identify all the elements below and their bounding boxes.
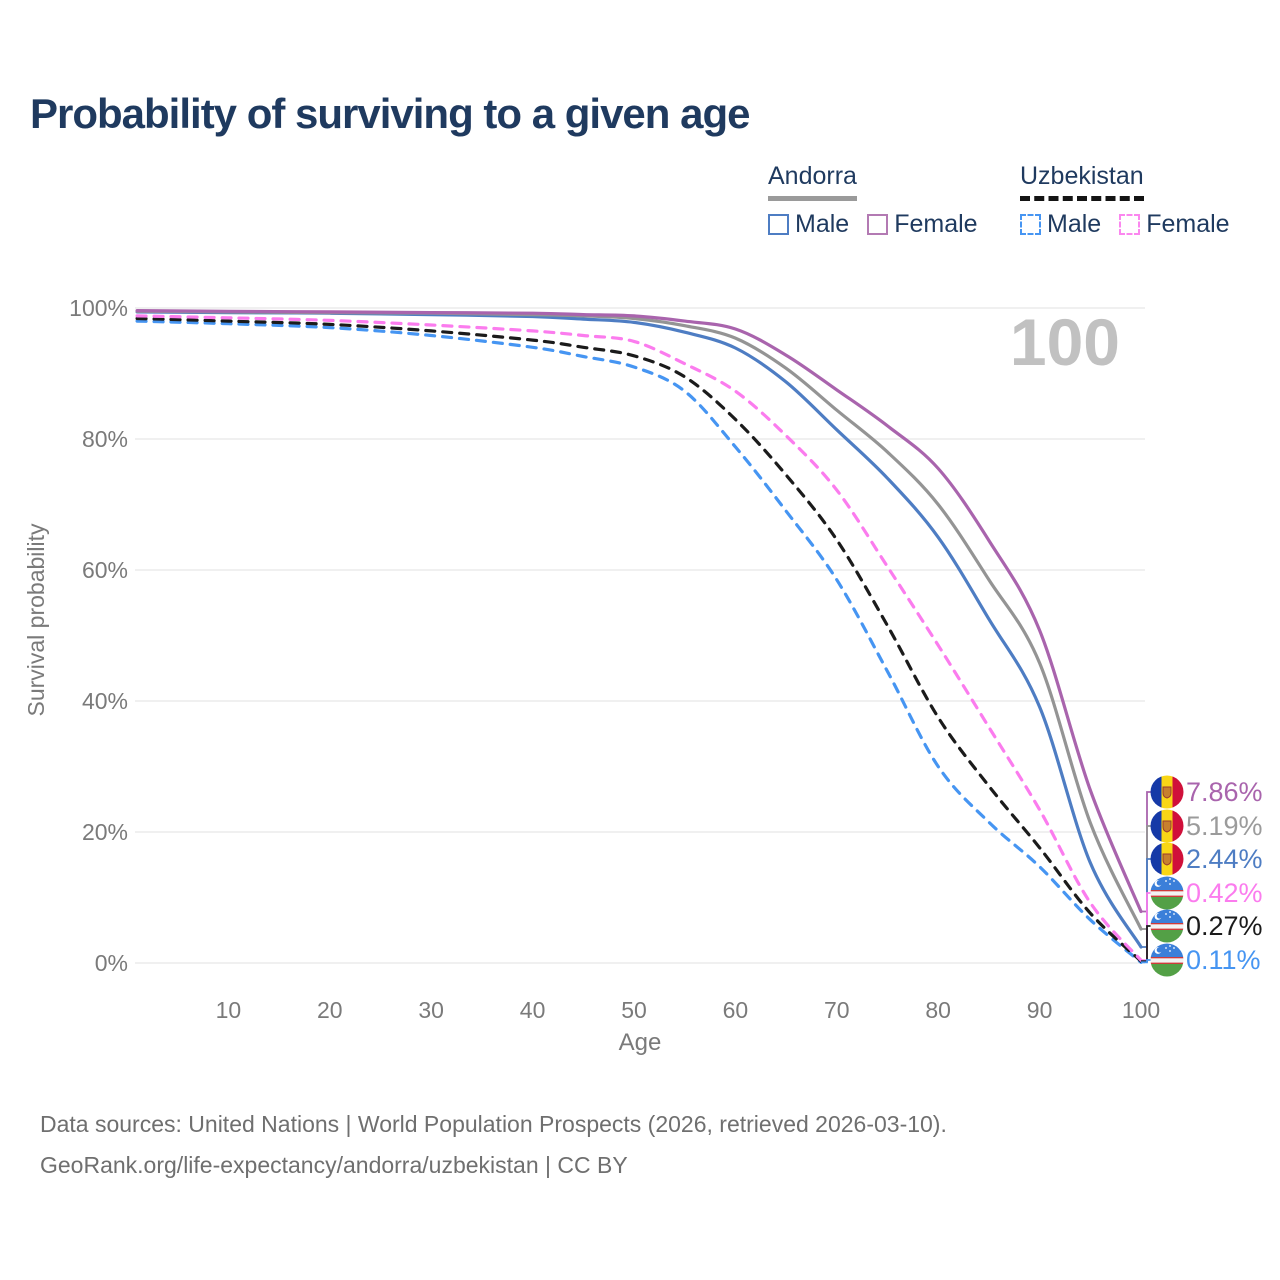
y-axis-tick-label: 20% — [82, 819, 128, 845]
legend-item-andorra-female[interactable]: Female — [867, 210, 978, 239]
series-line-uzbekistan-male — [135, 319, 1143, 964]
page-title: Probability of surviving to a given age — [30, 90, 750, 137]
series-line-uzbekistan-female — [135, 314, 1143, 962]
x-axis-tick-label: 20 — [317, 997, 343, 1023]
legend: Andorra Male Female Uzbekistan Male — [0, 162, 1280, 252]
uzbekistan-female-swatch-icon — [1119, 214, 1141, 235]
legend-item-label: Male — [1047, 210, 1102, 238]
x-axis-tick-label: 60 — [723, 997, 749, 1023]
legend-item-label: Female — [1146, 210, 1230, 238]
legend-item-uzbekistan-male[interactable]: Male — [1020, 210, 1101, 239]
legend-country-uzbekistan[interactable]: Uzbekistan — [1020, 162, 1144, 201]
x-axis-tick-label: 90 — [1027, 997, 1053, 1023]
legend-row-uzbekistan: Male Female — [1020, 210, 1248, 239]
legend-item-label: Female — [894, 210, 978, 238]
andorra-male-swatch-icon — [768, 214, 789, 235]
uzbekistan-flag-icon — [1150, 943, 1184, 977]
legend-group-uzbekistan: Uzbekistan Male Female — [1020, 162, 1248, 239]
x-axis-tick-label: 100 — [1122, 997, 1160, 1023]
end-value-label: 5.19% — [1186, 811, 1263, 841]
y-axis-tick-label: 60% — [82, 557, 128, 583]
series-line-andorra-female — [135, 309, 1143, 914]
andorra-female-swatch-icon — [867, 214, 889, 235]
hover-age-watermark: 100 — [1010, 305, 1120, 379]
x-axis-tick-label: 40 — [520, 997, 546, 1023]
uzbekistan-flag-icon — [1150, 876, 1184, 910]
x-axis-tick-label: 50 — [621, 997, 647, 1023]
y-axis-tick-label: 100% — [69, 295, 128, 321]
legend-item-andorra-male[interactable]: Male — [768, 210, 849, 239]
x-axis-tick-label: 30 — [418, 997, 444, 1023]
end-label-leader-line — [1141, 959, 1151, 964]
legend-country-andorra[interactable]: Andorra — [768, 162, 857, 201]
andorra-flag-icon — [1150, 809, 1184, 843]
y-axis-title: Survival probability — [23, 523, 49, 717]
legend-row-andorra: Male Female — [768, 210, 996, 239]
end-label-leader-line — [1141, 925, 1151, 963]
andorra-flag-icon — [1150, 842, 1184, 876]
footer: Data sources: United Nations | World Pop… — [40, 1104, 947, 1186]
series-line-andorra-male — [135, 310, 1143, 949]
x-axis-tick-label: 80 — [925, 997, 951, 1023]
y-axis-tick-label: 80% — [82, 426, 128, 452]
y-axis-tick-label: 0% — [95, 950, 128, 976]
uzbekistan-male-swatch-icon — [1020, 214, 1041, 235]
end-value-label: 0.27% — [1186, 911, 1263, 941]
end-label-leader-line — [1141, 825, 1151, 930]
end-label-leader-line — [1141, 858, 1151, 948]
y-axis-tick-label: 40% — [82, 688, 128, 714]
uzbekistan-flag-icon — [1150, 909, 1184, 943]
legend-item-uzbekistan-female[interactable]: Female — [1119, 210, 1230, 239]
end-value-label: 0.11% — [1186, 945, 1261, 975]
end-value-label: 2.44% — [1186, 844, 1263, 874]
end-value-label: 7.86% — [1186, 777, 1263, 807]
legend-group-andorra: Andorra Male Female — [768, 162, 996, 239]
end-value-label: 0.42% — [1186, 878, 1263, 908]
series-line-uzbekistan-both — [135, 316, 1143, 963]
data-sources-line: Data sources: United Nations | World Pop… — [40, 1111, 947, 1137]
andorra-flag-icon — [1150, 775, 1184, 809]
x-axis-tick-label: 70 — [824, 997, 850, 1023]
attribution-line: GeoRank.org/life-expectancy/andorra/uzbe… — [40, 1151, 628, 1178]
legend-item-label: Male — [795, 210, 850, 238]
x-axis-tick-label: 10 — [216, 997, 242, 1023]
x-axis-title: Age — [619, 1029, 662, 1056]
